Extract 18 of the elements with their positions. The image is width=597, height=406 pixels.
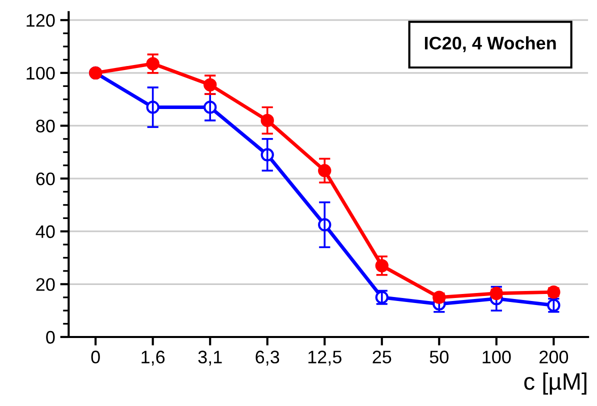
x-tick-label: 0 xyxy=(91,350,100,364)
y-tick-label: 0 xyxy=(46,330,55,344)
x-tick-label: 1,6 xyxy=(142,350,165,366)
x-tick-label: 25 xyxy=(372,350,392,364)
x-tick-label: 12,5 xyxy=(308,350,342,366)
x-tick-label: 3,1 xyxy=(198,350,222,366)
y-tick-label: 20 xyxy=(36,278,55,291)
x-tick-label: 50 xyxy=(430,350,448,364)
annotation: IC20, 4 Wochen xyxy=(424,36,556,52)
x-tick-label: 200 xyxy=(540,350,568,364)
x-tick-label: 100 xyxy=(482,350,511,364)
y-tick-label: 120 xyxy=(26,14,55,27)
x-axis-title: c [µM] xyxy=(524,372,586,395)
y-tick-label: 40 xyxy=(36,225,55,238)
x-tick-label: 6,3 xyxy=(256,350,280,366)
y-tick-label: 60 xyxy=(36,172,55,186)
y-tick-label: 80 xyxy=(36,120,55,132)
y-tick-label: 100 xyxy=(26,66,55,80)
